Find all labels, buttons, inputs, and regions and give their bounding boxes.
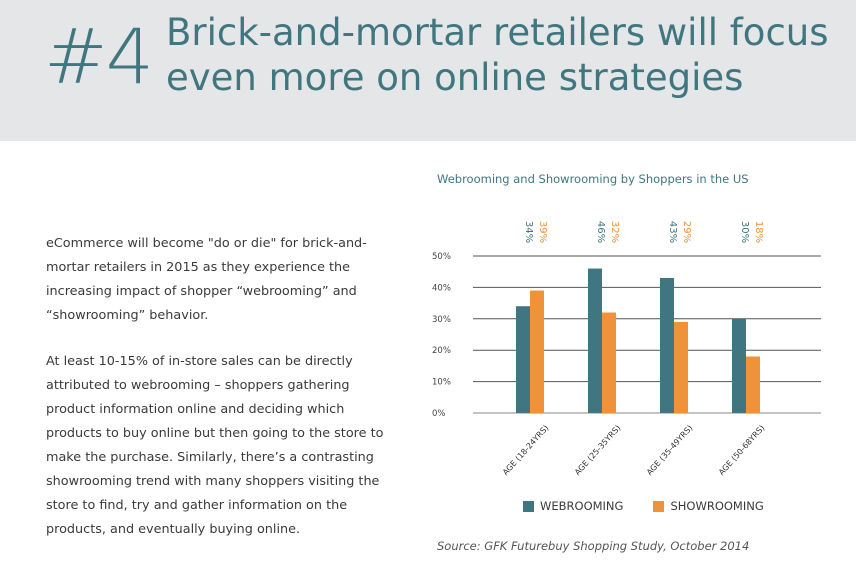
bar <box>746 356 760 413</box>
data-label: 32% <box>609 221 620 243</box>
headline-line-2: even more on online strategies <box>166 56 744 99</box>
data-label: 46% <box>595 221 606 243</box>
data-label: 43% <box>667 221 678 243</box>
source-citation: Source: GFK Futurebuy Shopping Study, Oc… <box>437 539 750 553</box>
bar <box>516 306 530 413</box>
legend-label-webrooming: WEBROOMING <box>540 499 624 513</box>
data-label: 39% <box>537 221 548 243</box>
y-tick-label: 40% <box>432 283 451 293</box>
y-tick-label: 20% <box>432 346 451 356</box>
legend-swatch-showrooming <box>653 500 665 512</box>
data-label: 29% <box>681 221 692 243</box>
data-label: 18% <box>753 221 764 243</box>
x-tick-label: AGE (50-68YRS) <box>717 423 767 477</box>
legend-swatch-webrooming <box>523 500 534 512</box>
y-tick-label: 10% <box>432 378 451 388</box>
header-banner: #4 Brick-and-mortar retailers will focus… <box>0 0 856 141</box>
chart-legend: WEBROOMING SHOWROOMING <box>523 499 794 513</box>
x-tick-label: AGE (25-35YRS) <box>573 423 623 477</box>
legend-label-showrooming: SHOWROOMING <box>670 499 764 513</box>
bar <box>530 290 544 413</box>
body-paragraph-2: At least 10-15% of in-store sales can be… <box>46 354 384 537</box>
chart-title: Webrooming and Showrooming by Shoppers i… <box>437 172 749 186</box>
y-tick-label: 50% <box>432 252 451 262</box>
body-paragraph-1: eCommerce will become "do or die" for br… <box>46 236 367 323</box>
y-tick-label: 30% <box>432 315 451 325</box>
legend-item-showrooming: SHOWROOMING <box>653 499 764 513</box>
bar <box>660 277 674 413</box>
y-tick-label: 0% <box>432 409 446 419</box>
x-tick-label: AGE (18-24YRS) <box>501 423 551 477</box>
page-headline: Brick-and-mortar retailers will focus ev… <box>166 10 846 100</box>
bar <box>588 268 602 413</box>
x-tick-label: AGE (35-49YRS) <box>645 423 695 477</box>
bar <box>602 312 616 413</box>
bar <box>674 321 688 413</box>
data-label: 30% <box>739 221 750 243</box>
data-label: 34% <box>523 221 534 243</box>
headline-line-1: Brick-and-mortar retailers will focus <box>166 11 829 54</box>
body-text: eCommerce will become "do or die" for br… <box>46 232 396 564</box>
bar <box>732 318 746 413</box>
trend-number: #4 <box>44 12 154 101</box>
legend-item-webrooming: WEBROOMING <box>523 499 623 513</box>
